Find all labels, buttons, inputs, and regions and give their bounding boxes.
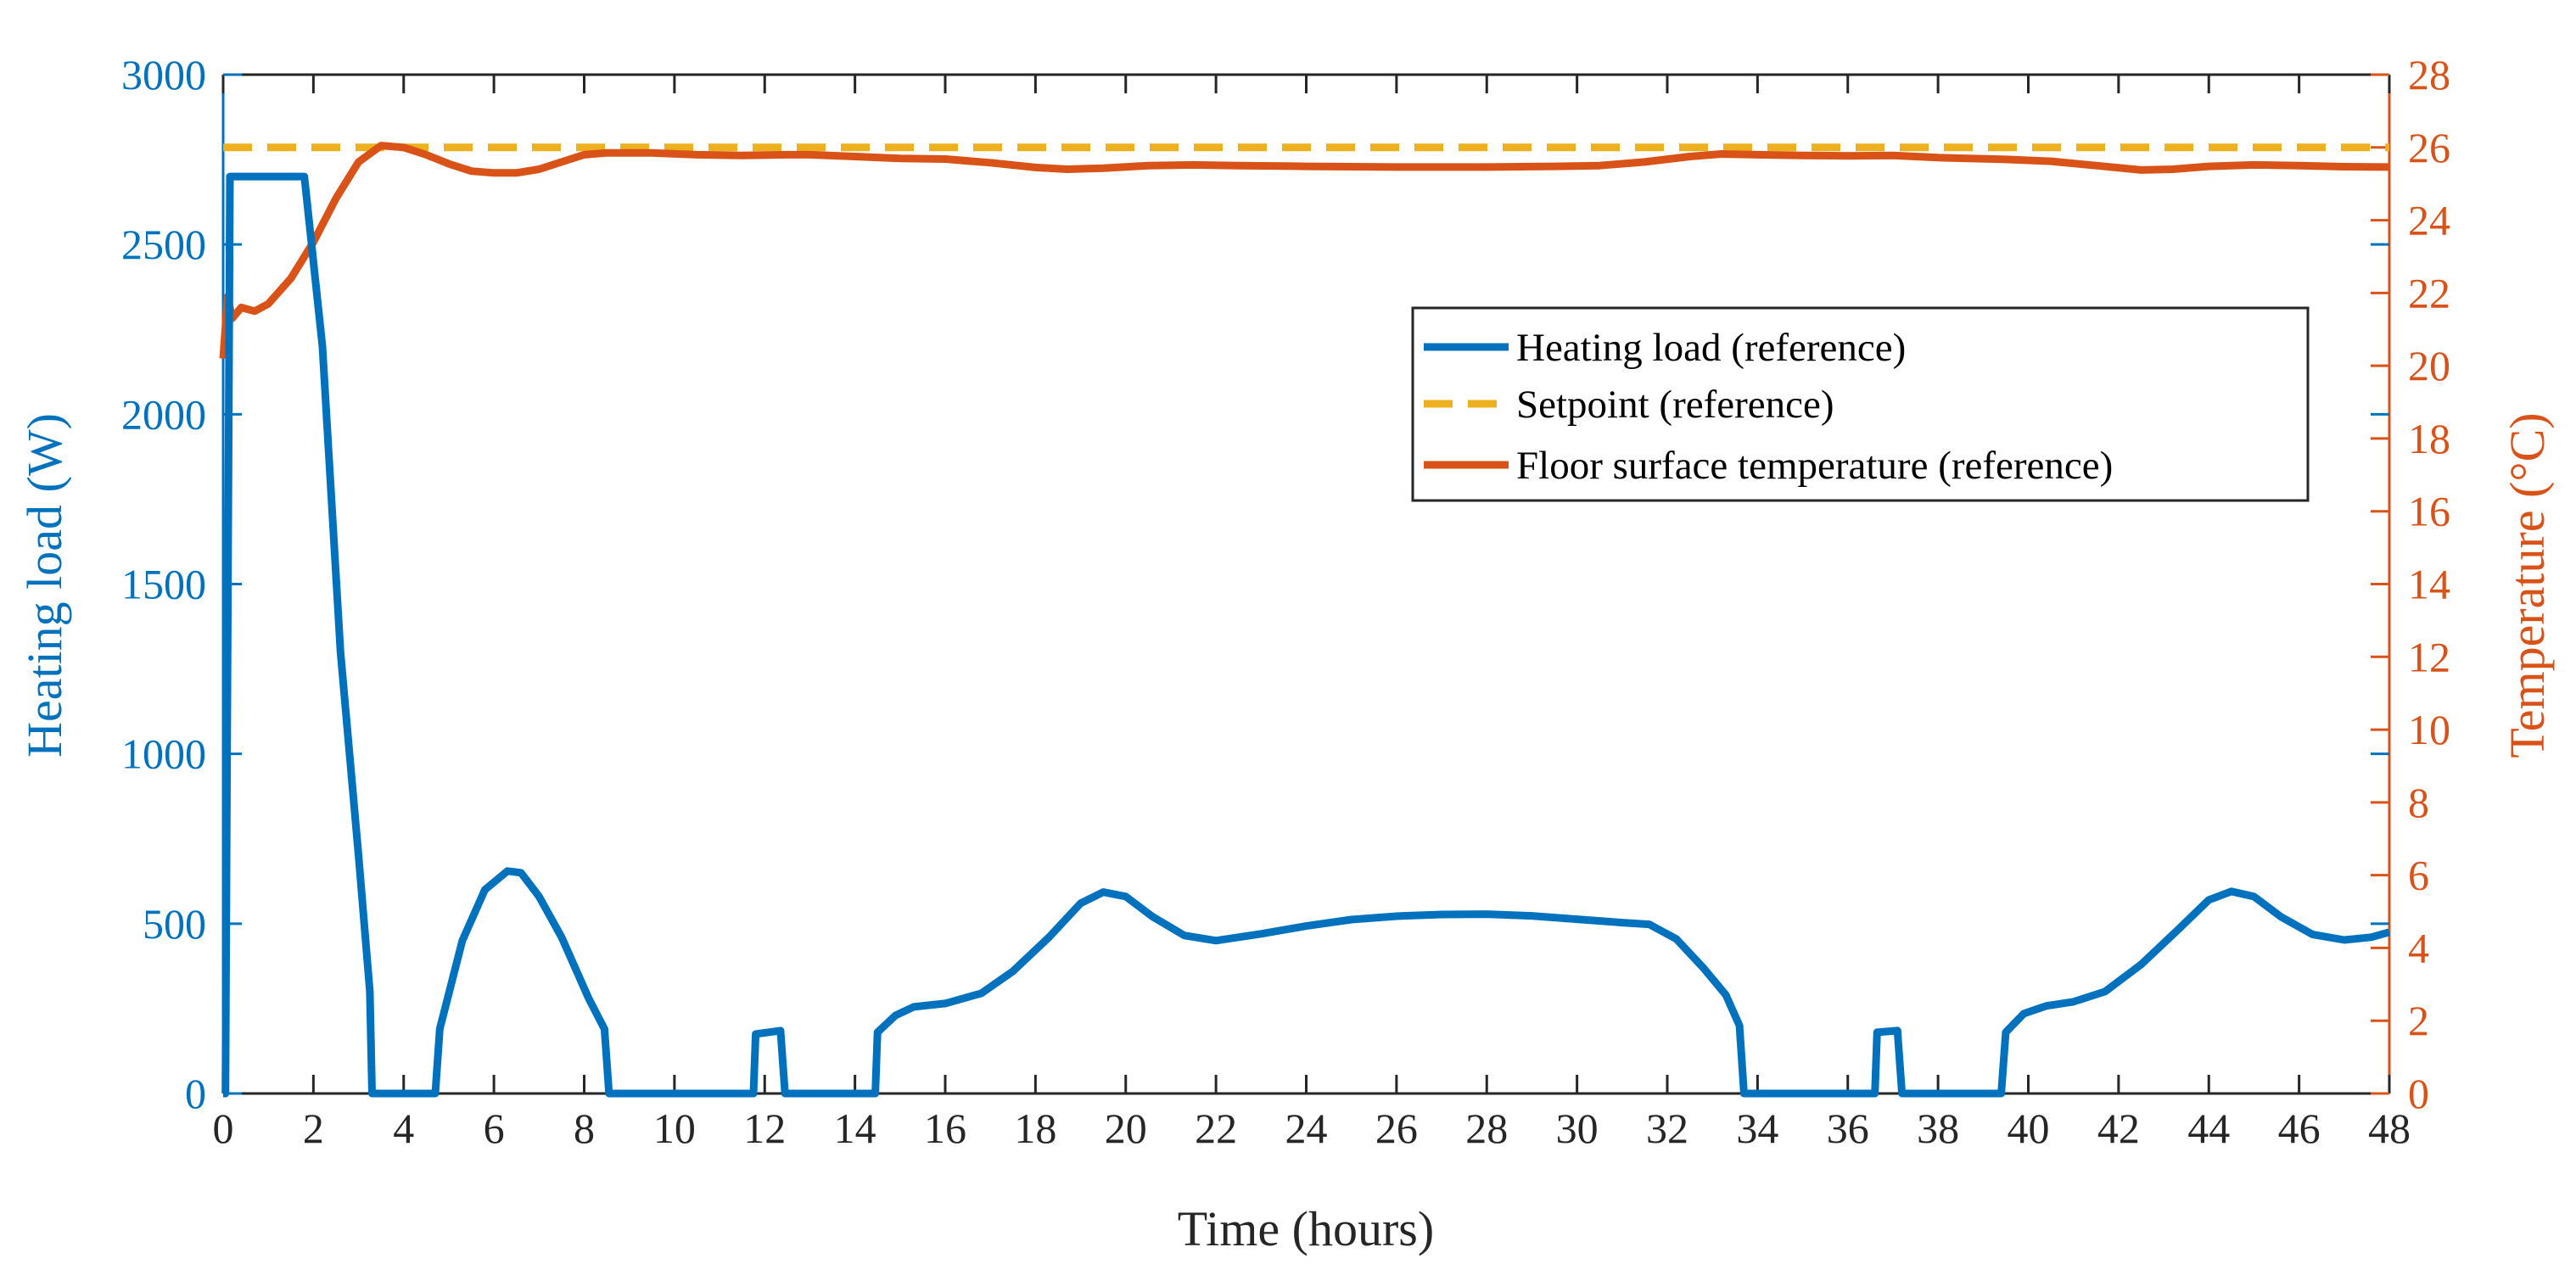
legend-label-setpoint: Setpoint (reference) xyxy=(1516,383,1834,427)
legend: Heating load (reference) Setpoint (refer… xyxy=(1411,306,2310,502)
x-tick-label-10: 10 xyxy=(653,1105,696,1152)
right-y-tick-label-26: 26 xyxy=(2408,124,2450,171)
x-tick-label-38: 38 xyxy=(1917,1105,1959,1152)
x-tick-label-12: 12 xyxy=(743,1105,786,1152)
left-y-tick-label-500: 500 xyxy=(143,900,206,948)
x-tick-label-16: 16 xyxy=(924,1105,966,1152)
x-tick-label-36: 36 xyxy=(1827,1105,1869,1152)
x-tick-label-40: 40 xyxy=(2008,1105,2050,1152)
x-tick-label-28: 28 xyxy=(1465,1105,1508,1152)
x-tick-label-24: 24 xyxy=(1285,1105,1328,1152)
x-tick-label-20: 20 xyxy=(1105,1105,1147,1152)
x-tick-label-46: 46 xyxy=(2278,1105,2321,1152)
right-y-axis-title: Temperature (°C) xyxy=(2500,412,2555,758)
x-tick-label-4: 4 xyxy=(393,1105,414,1152)
x-tick-label-14: 14 xyxy=(834,1105,876,1152)
legend-box xyxy=(1411,306,2310,502)
left-y-tick-label-1500: 1500 xyxy=(121,561,206,608)
left-y-tick-label-3000: 3000 xyxy=(121,51,206,98)
plot-area-frame xyxy=(221,73,2391,1095)
right-y-tick-label-12: 12 xyxy=(2408,633,2450,680)
right-y-tick-label-28: 28 xyxy=(2408,51,2450,98)
series-line-floor-surface-temperature-reference xyxy=(219,142,2390,359)
x-tick-label-6: 6 xyxy=(484,1105,505,1152)
x-tick-label-30: 30 xyxy=(1556,1105,1599,1152)
x-tick-label-44: 44 xyxy=(2187,1105,2230,1152)
x-tick-label-34: 34 xyxy=(1736,1105,1778,1152)
x-tick-label-26: 26 xyxy=(1375,1105,1418,1152)
left-y-tick-label-2500: 2500 xyxy=(121,221,206,268)
right-y-tick-label-8: 8 xyxy=(2408,779,2429,826)
legend-label-heating-load: Heating load (reference) xyxy=(1516,326,1906,370)
legend-label-floor-temperature: Floor surface temperature (reference) xyxy=(1516,444,2113,488)
left-y-axis-title: Heating load (W) xyxy=(17,413,72,758)
right-y-tick-label-24: 24 xyxy=(2408,197,2450,244)
x-tick-label-18: 18 xyxy=(1014,1105,1056,1152)
x-tick-label-22: 22 xyxy=(1195,1105,1237,1152)
x-tick-label-0: 0 xyxy=(213,1105,234,1152)
x-tick-label-42: 42 xyxy=(2097,1105,2140,1152)
x-tick-label-32: 32 xyxy=(1646,1105,1688,1152)
x-tick-label-48: 48 xyxy=(2368,1105,2411,1152)
left-y-tick-label-0: 0 xyxy=(185,1070,206,1117)
x-tick-label-8: 8 xyxy=(574,1105,595,1152)
x-tick-label-2: 2 xyxy=(303,1105,324,1152)
right-y-tick-label-6: 6 xyxy=(2408,852,2429,899)
series-line-heating-load-reference xyxy=(221,172,2391,1098)
right-y-tick-label-4: 4 xyxy=(2408,924,2429,971)
right-y-tick-label-20: 20 xyxy=(2408,342,2450,389)
right-y-tick-label-16: 16 xyxy=(2408,488,2450,535)
left-y-tick-label-2000: 2000 xyxy=(121,390,206,438)
right-y-tick-label-10: 10 xyxy=(2408,706,2450,753)
series-layer xyxy=(219,142,2391,1098)
right-y-tick-label-0: 0 xyxy=(2408,1070,2429,1117)
right-y-tick-label-14: 14 xyxy=(2408,561,2450,608)
right-y-tick-label-18: 18 xyxy=(2408,415,2450,462)
right-y-tick-label-22: 22 xyxy=(2408,269,2450,316)
right-y-tick-label-2: 2 xyxy=(2408,997,2429,1044)
left-y-tick-label-1000: 1000 xyxy=(121,730,206,778)
x-axis-ticks: 0 2 4 6 8 10 12 14 16 18 20 22 24 26 28 30 32 34 36 38 40 42 4… xyxy=(213,75,2411,1152)
x-axis-title: Time (hours) xyxy=(1178,1201,1434,1256)
